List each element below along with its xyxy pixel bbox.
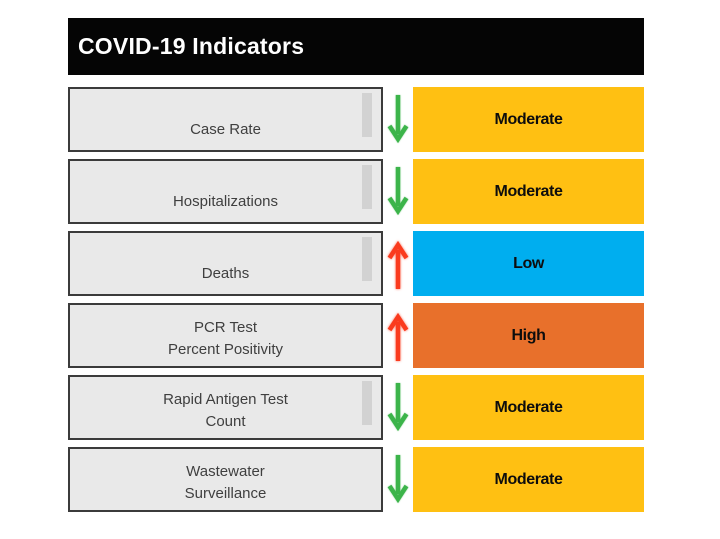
trend-arrow-cell	[383, 87, 413, 152]
indicator-label-box: Rapid Antigen Test Count	[68, 375, 383, 440]
trend-up-arrow-icon	[387, 312, 409, 361]
scrollbar-thumb[interactable]	[362, 93, 372, 137]
trend-arrow-cell	[383, 375, 413, 440]
indicator-label: PCR Test Percent Positivity	[167, 318, 284, 358]
title-bar: COVID-19 Indicators	[68, 18, 644, 75]
indicator-label-box: PCR Test Percent Positivity	[68, 303, 383, 368]
status-label: Moderate	[494, 398, 563, 416]
trend-arrow-cell	[383, 159, 413, 224]
status-badge: Moderate	[413, 159, 644, 224]
status-badge: Low	[413, 231, 644, 296]
indicator-label: Hospitalizations	[172, 192, 279, 210]
trend-down-arrow-icon	[387, 382, 409, 431]
indicator-label-box: Deaths	[68, 231, 383, 296]
status-label: Moderate	[494, 110, 563, 128]
trend-up-arrow-icon	[387, 240, 409, 289]
indicator-row: Wastewater Surveillance Moderate	[68, 447, 644, 512]
trend-arrow-cell	[383, 231, 413, 296]
trend-arrow-cell	[383, 303, 413, 368]
indicator-row: Rapid Antigen Test Count Moderate	[68, 375, 644, 440]
status-label: Moderate	[494, 182, 563, 200]
page-title: COVID-19 Indicators	[78, 33, 305, 59]
scrollbar-thumb[interactable]	[362, 237, 372, 281]
status-badge: Moderate	[413, 375, 644, 440]
indicator-row: Hospitalizations Moderate	[68, 159, 644, 224]
status-badge: Moderate	[413, 87, 644, 152]
indicator-label: Case Rate	[190, 120, 261, 138]
indicator-rows: Case Rate Moderate Hospitalizations	[68, 87, 644, 519]
status-badge: Moderate	[413, 447, 644, 512]
indicator-label-box: Case Rate	[68, 87, 383, 152]
status-badge: High	[413, 303, 644, 368]
indicator-label: Deaths	[201, 264, 250, 282]
indicator-label-box: Hospitalizations	[68, 159, 383, 224]
trend-arrow-cell	[383, 447, 413, 512]
trend-down-arrow-icon	[387, 94, 409, 143]
scrollbar-thumb[interactable]	[362, 381, 372, 425]
scrollbar-thumb[interactable]	[362, 165, 372, 209]
status-label: High	[511, 326, 546, 344]
trend-down-arrow-icon	[387, 454, 409, 503]
trend-down-arrow-icon	[387, 166, 409, 215]
indicator-row: Case Rate Moderate	[68, 87, 644, 152]
status-label: Low	[513, 254, 544, 272]
indicator-label: Rapid Antigen Test Count	[163, 390, 288, 430]
indicator-row: PCR Test Percent Positivity High	[68, 303, 644, 368]
indicator-row: Deaths Low	[68, 231, 644, 296]
indicator-label: Wastewater Surveillance	[184, 462, 267, 502]
status-label: Moderate	[494, 470, 563, 488]
indicator-label-box: Wastewater Surveillance	[68, 447, 383, 512]
